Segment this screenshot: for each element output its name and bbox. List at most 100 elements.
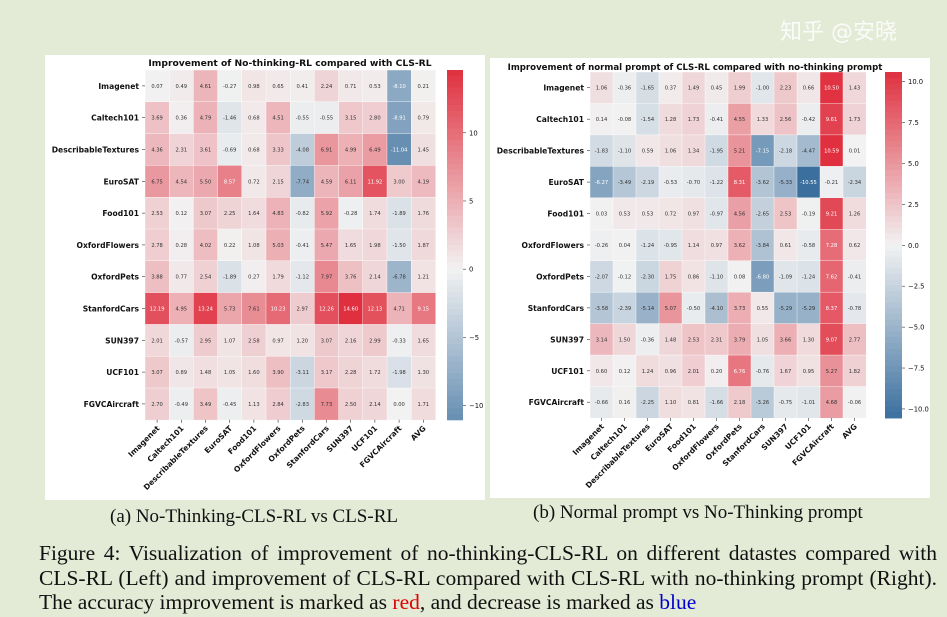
heatmap-cell — [362, 69, 388, 103]
cell-value-label: 7.61 — [248, 307, 260, 313]
colorbar-segment — [447, 320, 463, 328]
colorbar-segment — [447, 274, 463, 281]
cell-value-label: -0.55 — [296, 116, 309, 122]
cell-value-label: 2.95 — [200, 338, 212, 344]
row-label: Imagenet — [543, 84, 584, 93]
colorbar-segment — [447, 134, 463, 141]
subcaption-right: (b) Normal prompt vs No-Thinking prompt — [533, 502, 863, 523]
row-label: DescribableTextures — [52, 146, 140, 155]
cell-value-label: 4.95 — [176, 307, 188, 313]
cell-value-label: 1.87 — [418, 243, 430, 249]
cell-value-label: 4.83 — [272, 211, 284, 217]
cell-value-label: 3.07 — [200, 211, 212, 217]
heatmap-cell — [265, 165, 291, 198]
heatmap-cell — [193, 260, 219, 294]
colorbar-segment — [447, 279, 463, 287]
cell-value-label: -0.78 — [848, 306, 861, 312]
colorbar-tick-label: 0 — [469, 266, 473, 274]
colorbar-segment — [447, 186, 463, 193]
cell-value-label: 4.61 — [200, 84, 212, 90]
cell-value-label: 3.15 — [345, 116, 357, 122]
cell-value-label: -1.24 — [802, 274, 816, 280]
colorbar-segment — [447, 128, 463, 135]
heatmap-cell — [386, 165, 412, 198]
cell-value-label: -5.29 — [802, 306, 815, 312]
colorbar-segment — [885, 193, 902, 200]
cell-value-label: -0.41 — [296, 243, 309, 249]
cell-value-label: 1.48 — [665, 337, 677, 343]
cell-value-label: 10.50 — [824, 86, 839, 92]
cell-value-label: 0.86 — [688, 274, 700, 280]
heatmap-cell — [144, 196, 170, 230]
cell-value-label: 2.53 — [780, 212, 792, 218]
cell-value-label: -4.08 — [296, 148, 309, 154]
colorbar-segment — [885, 371, 902, 379]
colorbar-segment — [885, 72, 902, 79]
colorbar-segment — [885, 216, 902, 223]
cell-value-label: -1.24 — [641, 243, 655, 249]
cell-value-label: 3.07 — [321, 338, 333, 344]
colorbar-segment — [885, 389, 902, 396]
heatmap-cell — [168, 356, 194, 389]
cell-value-label: -1.98 — [392, 370, 405, 376]
heatmap-cell — [289, 101, 315, 135]
caption-red-word: red — [392, 590, 420, 614]
cell-value-label: 0.62 — [849, 243, 861, 249]
colorbar-tick-label: −7.5 — [908, 365, 925, 373]
cell-value-label: -0.27 — [223, 84, 236, 90]
heatmap-cell — [386, 101, 412, 135]
colorbar-segment — [885, 89, 902, 96]
cell-value-label: 1.43 — [849, 86, 861, 92]
heatmap-cell — [193, 387, 219, 421]
heatmap-cell — [144, 228, 170, 262]
colorbar-segment — [885, 337, 902, 344]
row-label: UCF101 — [551, 367, 584, 376]
cell-value-label: 0.36 — [176, 116, 188, 122]
heatmap-cell — [144, 387, 170, 421]
cell-value-label: 1.99 — [734, 86, 746, 92]
column-label: FGVCAircraft — [358, 424, 404, 470]
heatmap-cell — [241, 196, 267, 230]
cell-value-label: 5.73 — [224, 307, 236, 313]
heatmap-cell — [265, 69, 291, 103]
colorbar-segment — [885, 302, 902, 309]
cell-value-label: 3.00 — [393, 179, 405, 185]
colorbar-segment — [447, 227, 463, 234]
colorbar-segment — [447, 110, 463, 118]
cell-value-label: 1.10 — [665, 400, 677, 406]
heatmap-left: Improvement of No-thinking-RL compared w… — [52, 58, 484, 492]
cell-value-label: -0.58 — [802, 243, 815, 249]
heatmap-cell — [168, 165, 194, 198]
cell-value-label: 2.99 — [369, 338, 381, 344]
cell-value-label: -6.78 — [392, 275, 405, 281]
colorbar-segment — [447, 151, 463, 158]
cell-value-label: 1.60 — [248, 370, 260, 376]
heatmap-cell — [289, 356, 315, 389]
row-label: Food101 — [547, 210, 584, 219]
heatmap-cell — [241, 133, 267, 166]
cell-value-label: -0.26 — [595, 243, 608, 249]
cell-value-label: 0.81 — [688, 400, 700, 406]
cell-value-label: 0.20 — [711, 369, 723, 375]
cell-value-label: 2.56 — [780, 117, 792, 123]
colorbar-segment — [885, 112, 902, 119]
cell-value-label: 12.13 — [367, 307, 382, 313]
colorbar-segment — [447, 204, 463, 211]
row-label: EuroSAT — [549, 178, 585, 187]
heatmap-panel-right: Improvement of normal prompt of CLS-RL c… — [490, 58, 930, 498]
heatmap-cell — [144, 165, 170, 198]
cell-value-label: 0.98 — [248, 84, 260, 90]
cell-value-label: 7.28 — [826, 243, 838, 249]
cell-value-label: -3.11 — [296, 370, 309, 376]
cell-value-label: 0.55 — [757, 306, 769, 312]
heatmap-cell — [411, 292, 436, 325]
heatmap-cell — [386, 260, 412, 294]
cell-value-label: 2.01 — [688, 369, 700, 375]
heatmap-cell — [314, 69, 340, 103]
colorbar-segment — [447, 297, 463, 304]
colorbar-segment — [885, 210, 902, 217]
cell-value-label: 1.26 — [849, 212, 861, 218]
heatmap-cell — [411, 69, 436, 103]
cell-value-label: 8.31 — [734, 180, 746, 186]
cell-value-label: -0.57 — [175, 338, 188, 344]
